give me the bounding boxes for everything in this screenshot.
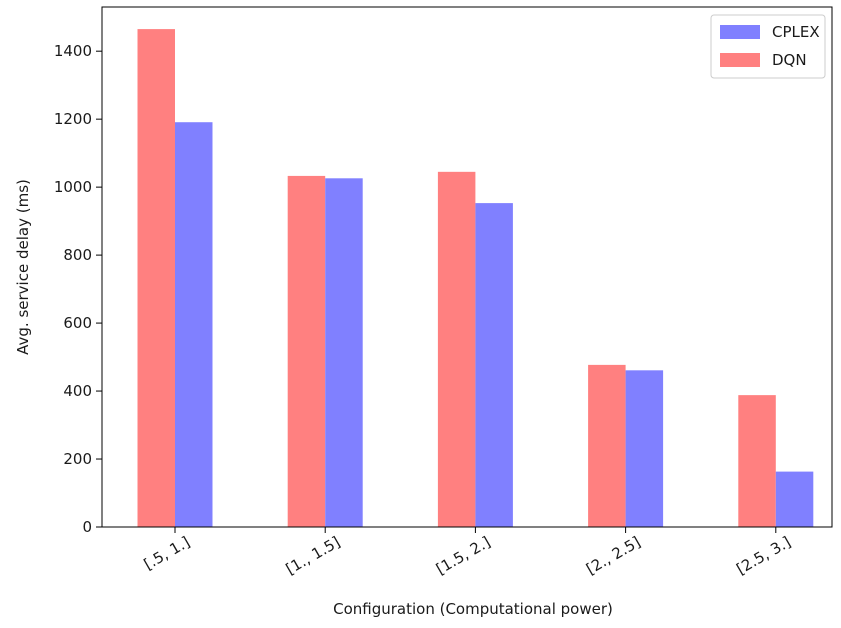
bar-dqn-4	[738, 395, 776, 527]
bar-cplex-2	[475, 203, 513, 528]
bar-cplex-3	[625, 370, 664, 527]
plot-frame	[101, 6, 833, 528]
x-tick-label: [2., 2.5]	[583, 533, 643, 578]
bar-cplex-0	[175, 122, 213, 527]
legend-label-dqn: DQN	[772, 51, 807, 69]
y-tick-label: 0	[82, 518, 92, 536]
y-axis-label: Avg. service delay (ms)	[14, 179, 32, 355]
bar-cplex-1	[325, 178, 363, 527]
legend-swatch-cplex	[720, 25, 760, 39]
y-tick-label: 1000	[54, 178, 92, 196]
legend-label-cplex: CPLEX	[772, 23, 820, 41]
x-axis: [.5, 1.] [1., 1.5] [1.5, 2.] [2., 2.5] [2.5,…	[141, 527, 794, 578]
x-tick-label: [1.5, 2.]	[433, 533, 493, 578]
x-tick-label: [2.5, 3.]	[733, 533, 793, 578]
bar-cplex-4	[775, 471, 814, 527]
y-tick-label: 1400	[54, 42, 92, 60]
y-tick-label: 800	[63, 246, 92, 264]
bar-dqn-0	[137, 29, 175, 528]
x-axis-label: Configuration (Computational power)	[333, 600, 613, 618]
bars-group	[137, 29, 814, 528]
y-axis: 0 200 400 600 800 1000 1200 1400	[54, 42, 102, 536]
y-tick-label: 600	[63, 314, 92, 332]
bar-dqn-2	[437, 171, 476, 527]
y-tick-label: 1200	[54, 110, 92, 128]
legend-swatch-dqn	[720, 53, 760, 67]
bar-dqn-1	[287, 175, 326, 527]
bar-dqn-3	[588, 364, 626, 527]
x-tick-label: [1., 1.5]	[283, 533, 343, 578]
y-tick-label: 200	[63, 450, 92, 468]
legend: CPLEX DQN	[710, 14, 826, 79]
y-tick-label: 400	[63, 382, 92, 400]
x-tick-label: [.5, 1.]	[141, 533, 193, 574]
